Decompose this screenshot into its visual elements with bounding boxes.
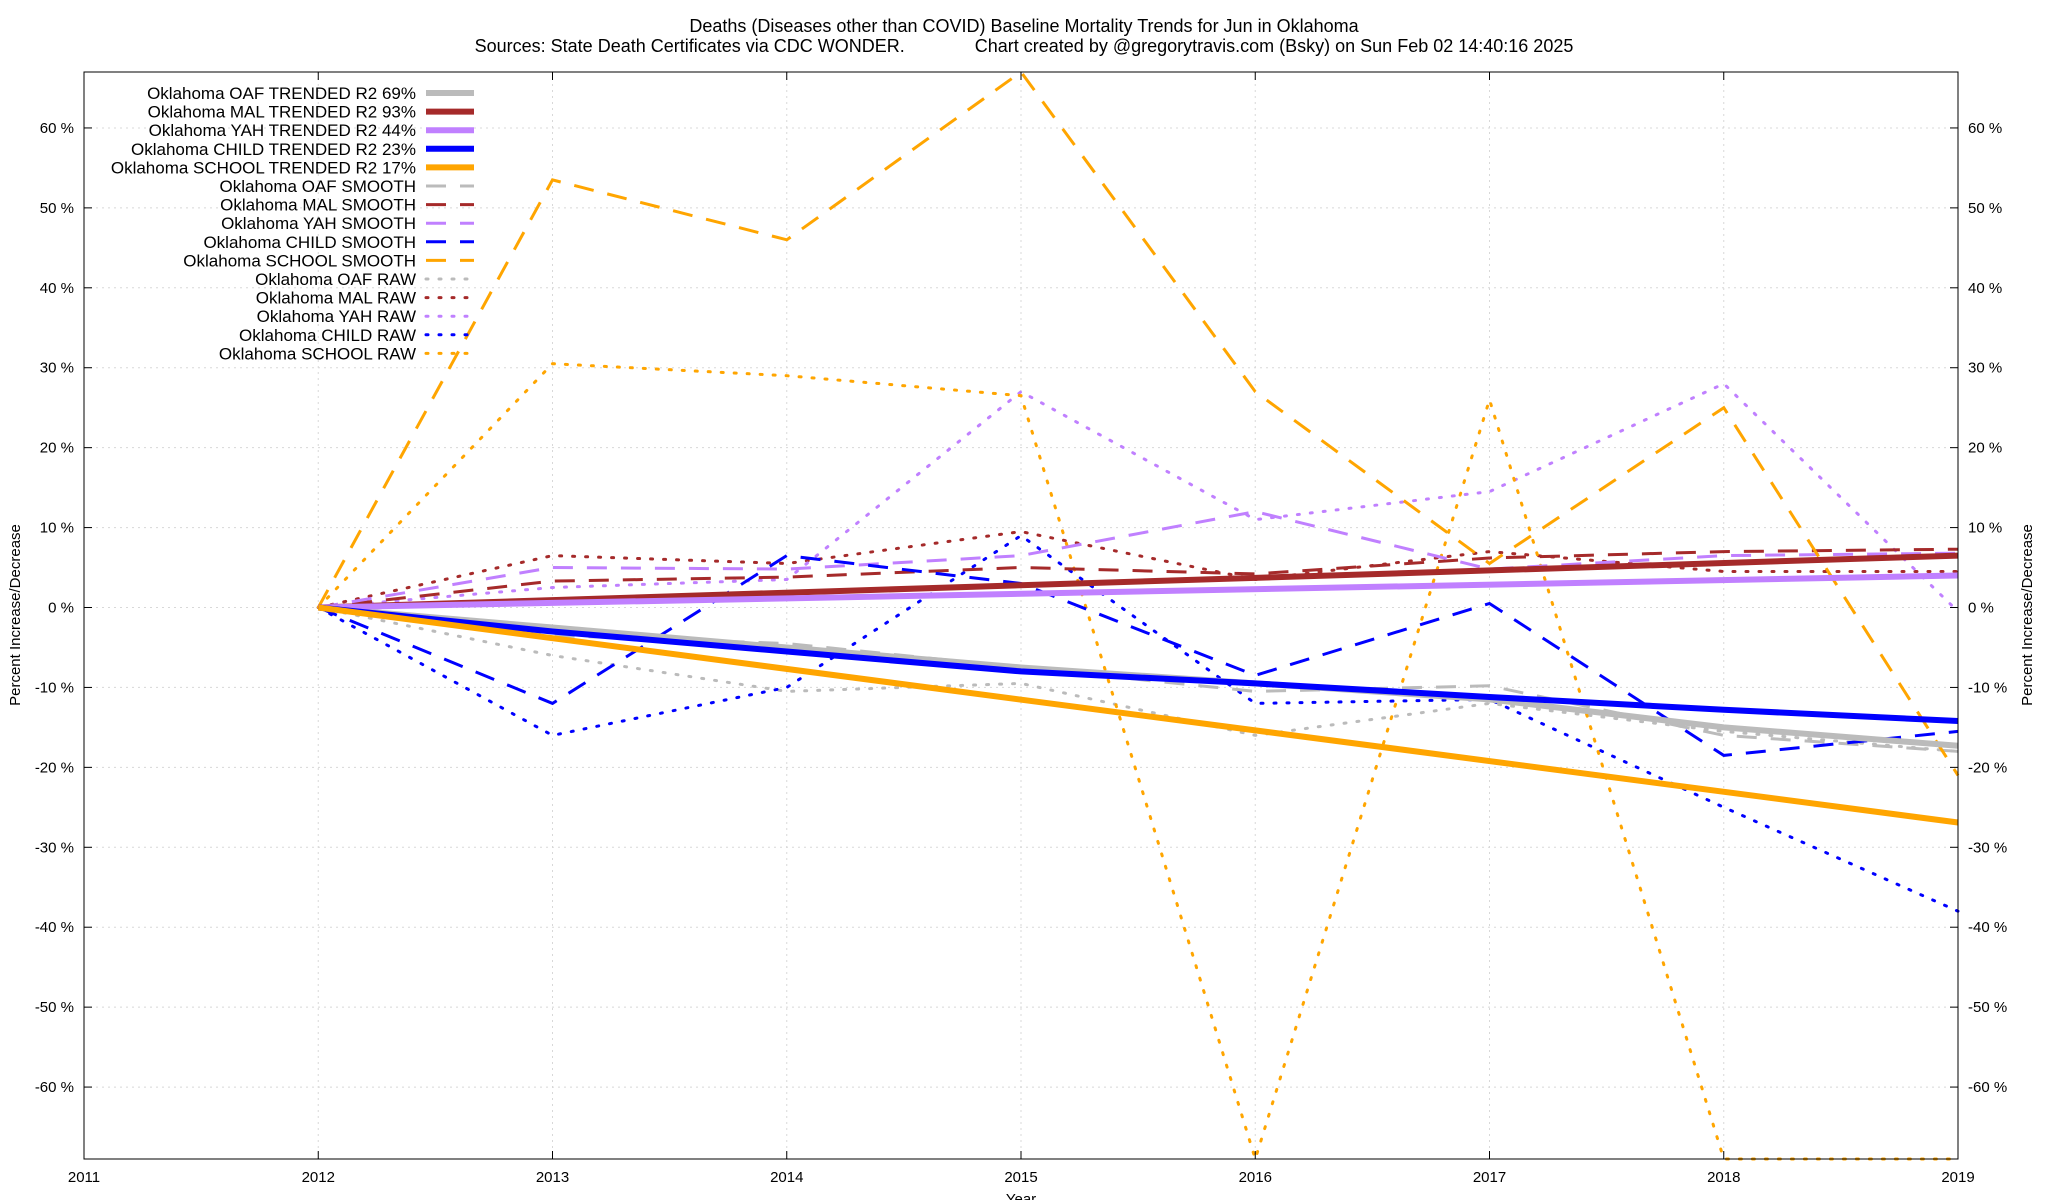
series-line-7 [318,510,1959,609]
legend-label-14: Oklahoma SCHOOL RAW [219,344,416,363]
y-tick-label-left-10: -40 % [35,919,74,936]
legend-label-6: Oklahoma MAL SMOOTH [220,196,416,215]
x-tick-label-4: 2015 [1004,1169,1037,1186]
series-line-8 [317,554,1959,757]
y-tick-label-left-5: 10 % [40,520,74,537]
x-tick-label-0: 2011 [68,1169,100,1186]
y-tick-label-left-2: 40 % [40,280,74,297]
y-tick-label-right-12: -60 % [1968,1079,2007,1096]
y-tick-label-left-9: -30 % [35,839,74,856]
series-layer [316,69,1960,1165]
y-tick-label-right-3: 30 % [1968,360,2002,377]
y-tick-label-left-3: 30 % [40,360,74,377]
y-tick-label-left-4: 20 % [40,440,74,457]
legend-label-11: Oklahoma MAL RAW [256,289,416,308]
x-axis-label: Year [1006,1191,1036,1200]
y-tick-label-left-1: 50 % [40,200,74,217]
y-tick-label-right-2: 40 % [1968,280,2002,297]
legend-label-4: Oklahoma SCHOOL TRENDED R2 17% [111,158,416,177]
legend-label-9: Oklahoma SCHOOL SMOOTH [183,251,416,270]
y-tick-label-right-7: -10 % [1968,679,2007,696]
x-tick-label-5: 2016 [1239,1169,1272,1186]
series-line-1 [318,552,1959,611]
chart-subtitle: Sources: State Death Certificates via CD… [475,36,1574,56]
chart-title: Deaths (Diseases other than COVID) Basel… [689,16,1359,36]
y-tick-label-right-5: 10 % [1968,520,2002,537]
series-line-2 [318,572,1959,611]
x-tick-label-3: 2014 [770,1169,803,1186]
y-tick-label-right-8: -20 % [1968,759,2007,776]
x-tick-label-6: 2017 [1473,1169,1506,1186]
y-tick-label-left-0: 60 % [40,120,74,137]
y-tick-label-left-12: -60 % [35,1079,74,1096]
series-line-14 [316,362,1960,1165]
y-tick-label-right-1: 50 % [1968,200,2002,217]
x-tick-label-1: 2012 [302,1169,335,1186]
legend-label-13: Oklahoma CHILD RAW [239,326,416,345]
series-line-6 [318,547,1959,609]
x-tick-label-8: 2019 [1941,1169,1974,1186]
legend-label-5: Oklahoma OAF SMOOTH [220,177,416,196]
legend-label-7: Oklahoma YAH SMOOTH [221,214,416,233]
y-tick-label-left-7: -10 % [35,679,74,696]
y-tick-label-right-11: -50 % [1968,999,2007,1016]
x-tick-label-2: 2013 [536,1169,569,1186]
y-tick-label-left-11: -50 % [35,999,74,1016]
legend-label-2: Oklahoma YAH TRENDED R2 44% [149,121,416,140]
y-tick-label-right-0: 60 % [1968,120,2002,137]
grid [83,72,1959,1159]
legend-label-1: Oklahoma MAL TRENDED R2 93% [148,103,416,122]
y-axis-label-left: Percent Increase/Decrease [7,524,24,706]
legend-label-10: Oklahoma OAF RAW [255,270,416,289]
y-tick-label-right-10: -40 % [1968,919,2007,936]
y-tick-label-right-9: -30 % [1968,839,2007,856]
legend: Oklahoma OAF TRENDED R2 69%Oklahoma MAL … [111,84,476,363]
y-tick-label-left-8: -20 % [35,759,74,776]
y-axis-label-right: Percent Increase/Decrease [2019,524,2036,706]
legend-label-12: Oklahoma YAH RAW [257,307,416,326]
legend-label-3: Oklahoma CHILD TRENDED R2 23% [131,140,416,159]
series-line-4 [317,604,1959,826]
x-tick-label-7: 2018 [1707,1169,1740,1186]
y-tick-label-right-4: 20 % [1968,440,2002,457]
y-tick-label-right-6: 0 % [1968,600,1994,617]
ticks: 2011 2012 2013 2014 2015 2016 2017 2018 2019 60 %… [35,72,2007,1186]
y-tick-label-left-6: 0 % [48,600,74,617]
series-line-3 [317,604,1959,724]
series-line-9 [316,69,1960,777]
legend-label-8: Oklahoma CHILD SMOOTH [203,233,416,252]
series-line-12 [316,381,1960,613]
legend-label-0: Oklahoma OAF TRENDED R2 69% [147,84,416,103]
